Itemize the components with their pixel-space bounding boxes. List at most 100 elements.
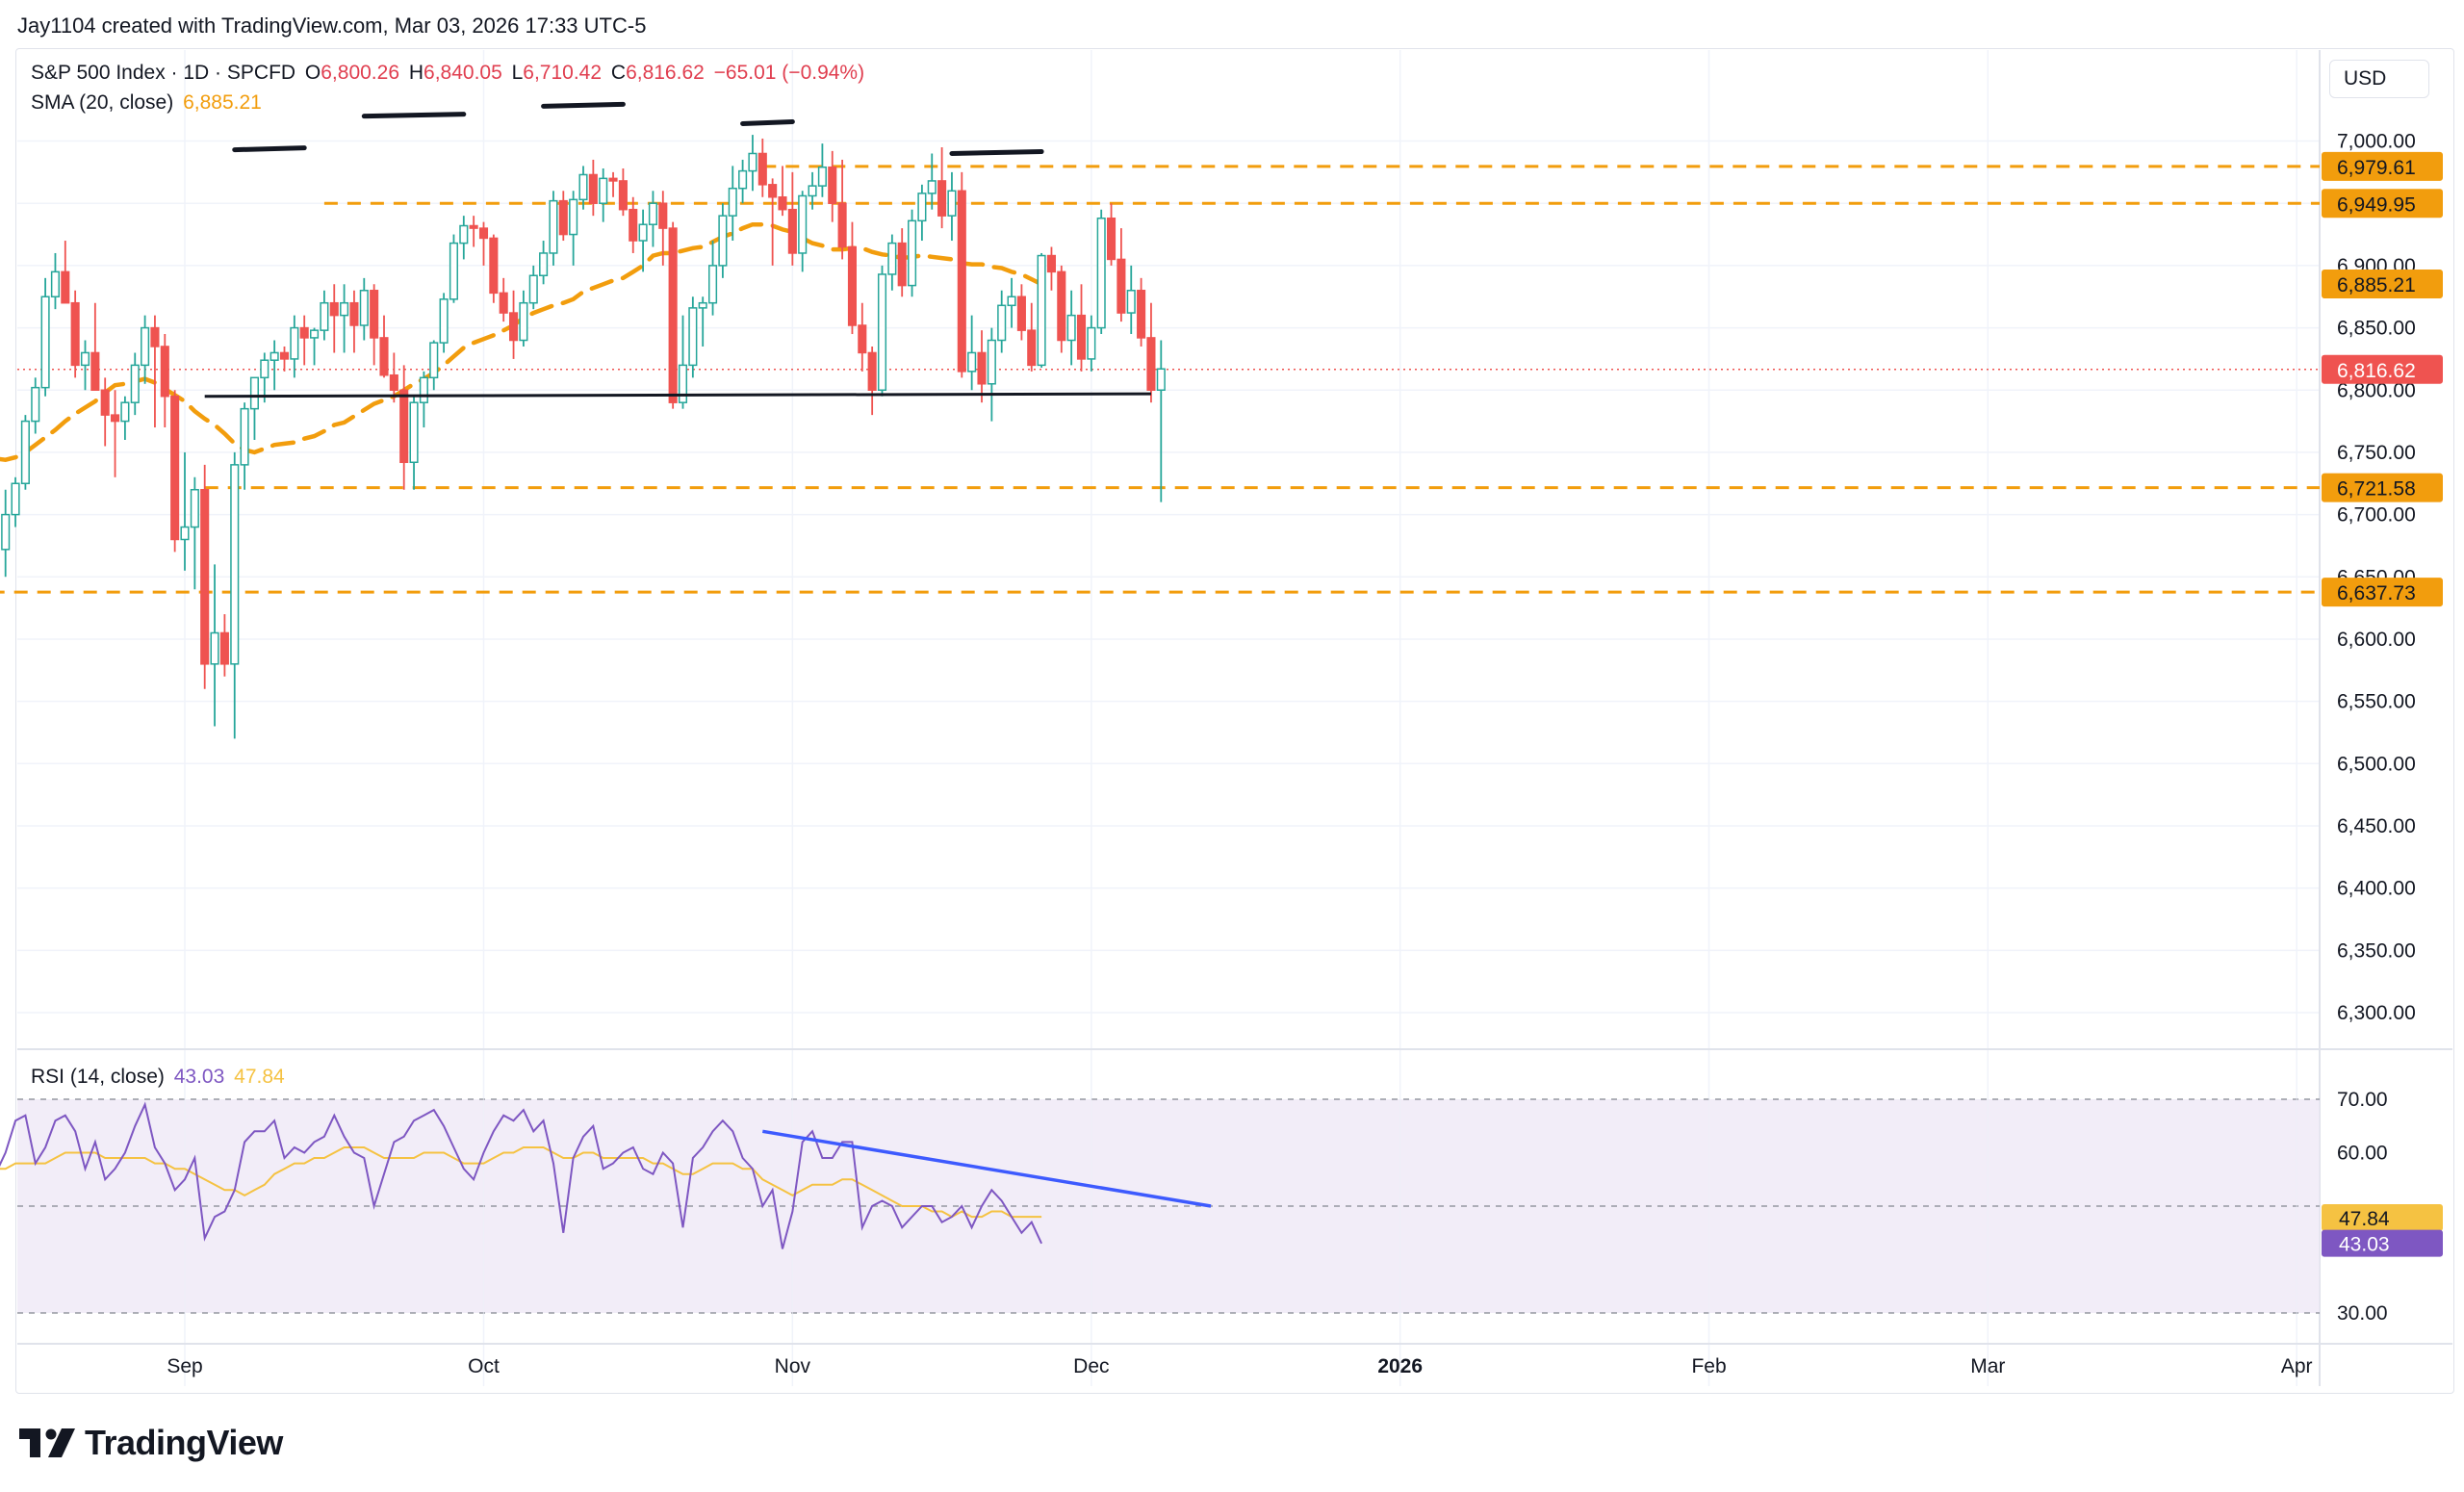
candle xyxy=(549,191,558,266)
candle-body xyxy=(200,488,210,665)
candle-body xyxy=(429,342,439,379)
y-tick-label: 6,600.00 xyxy=(2337,629,2416,651)
rsi-value: 43.03 xyxy=(173,1066,225,1088)
candle-body xyxy=(150,326,160,347)
candle xyxy=(489,234,499,303)
rsi-ma-line xyxy=(0,1146,1042,1219)
candle xyxy=(828,150,837,222)
currency-button[interactable]: USD xyxy=(2329,60,2429,98)
candle-body xyxy=(240,407,249,466)
candle xyxy=(927,153,937,210)
rsi-label[interactable]: RSI (14, close) xyxy=(31,1066,165,1088)
candle-body xyxy=(947,190,957,217)
tradingview-logo[interactable]: TradingView xyxy=(19,1423,283,1463)
candle xyxy=(429,340,439,391)
candle xyxy=(240,402,249,490)
candle-body xyxy=(748,152,757,172)
candle xyxy=(270,340,279,391)
candle-body xyxy=(260,359,270,379)
candle-body xyxy=(279,351,290,360)
candle-body xyxy=(1126,290,1136,314)
candle xyxy=(160,334,169,428)
candle-body xyxy=(808,185,817,197)
candle xyxy=(957,171,966,378)
sma-label[interactable]: SMA (20, close) xyxy=(31,91,174,114)
candle-body xyxy=(629,208,638,242)
candle-body xyxy=(1037,254,1046,367)
candle-body xyxy=(1057,270,1066,342)
candle xyxy=(847,221,858,335)
candle-body xyxy=(1,513,11,551)
candle xyxy=(1037,252,1046,368)
rsi-line xyxy=(0,1101,1043,1249)
candle xyxy=(120,396,130,440)
candle-body xyxy=(678,364,688,403)
candle xyxy=(1107,203,1116,266)
candle-body xyxy=(329,301,339,317)
candle xyxy=(1046,246,1057,291)
sma-price-badge: 6,885.21 xyxy=(2337,274,2416,296)
candle-body xyxy=(858,324,867,354)
candle xyxy=(757,138,767,197)
candle xyxy=(1007,277,1016,328)
candle-body xyxy=(638,223,648,242)
candle xyxy=(1,489,11,578)
sma-price-badge-bg xyxy=(2322,270,2443,299)
pattern-top-mark xyxy=(541,101,626,109)
high-value: 6,840.05 xyxy=(424,62,502,84)
candle-body xyxy=(180,526,190,541)
candle-body xyxy=(1076,314,1087,360)
symbol-label[interactable]: S&P 500 Index · 1D · SPCFD xyxy=(31,62,296,84)
candle-body xyxy=(927,180,937,194)
candle-body xyxy=(459,224,469,244)
candle xyxy=(1057,265,1066,353)
candle-body xyxy=(877,273,887,391)
candle xyxy=(389,352,398,403)
candle-body xyxy=(937,180,947,217)
candle-body xyxy=(728,187,737,217)
candle-body xyxy=(908,219,917,287)
candle-body xyxy=(778,196,787,211)
candle-body xyxy=(40,296,50,389)
high-label: H xyxy=(408,62,424,84)
candle-body xyxy=(917,193,927,222)
rsi-ma-badge: 47.84 xyxy=(2339,1208,2390,1230)
candle xyxy=(329,284,339,353)
candle xyxy=(798,191,808,272)
candle xyxy=(1126,265,1136,335)
candle xyxy=(249,376,259,440)
candle-body xyxy=(787,208,797,254)
candle-body xyxy=(170,395,180,541)
y-tick-label: 6,700.00 xyxy=(2337,504,2416,527)
y-tick-label: 7,000.00 xyxy=(2337,131,2416,153)
candle-body xyxy=(230,464,240,665)
candle-body xyxy=(977,351,987,385)
candle-body xyxy=(399,389,409,464)
candle xyxy=(90,302,100,392)
candle xyxy=(190,476,199,590)
candle xyxy=(210,564,219,727)
candle-body xyxy=(987,339,996,385)
candle-body xyxy=(549,199,558,254)
candle-body xyxy=(608,177,618,182)
candle xyxy=(219,614,229,677)
y-tick-label: 6,550.00 xyxy=(2337,691,2416,713)
candle xyxy=(80,340,90,391)
rsi-trendline xyxy=(762,1129,1212,1208)
candle-body xyxy=(718,215,728,267)
candle xyxy=(817,143,827,197)
candle xyxy=(629,196,638,253)
candle xyxy=(290,315,299,378)
candle xyxy=(877,265,887,397)
candle xyxy=(130,352,140,416)
pattern-top-mark xyxy=(232,145,307,153)
y-tick-label: 6,850.00 xyxy=(2337,318,2416,340)
candle-body xyxy=(1107,217,1116,261)
candle xyxy=(11,476,20,527)
candle-body xyxy=(270,351,279,361)
candle-body xyxy=(449,242,458,300)
candle xyxy=(908,209,917,297)
candle-body xyxy=(757,152,767,186)
candle xyxy=(787,171,797,266)
